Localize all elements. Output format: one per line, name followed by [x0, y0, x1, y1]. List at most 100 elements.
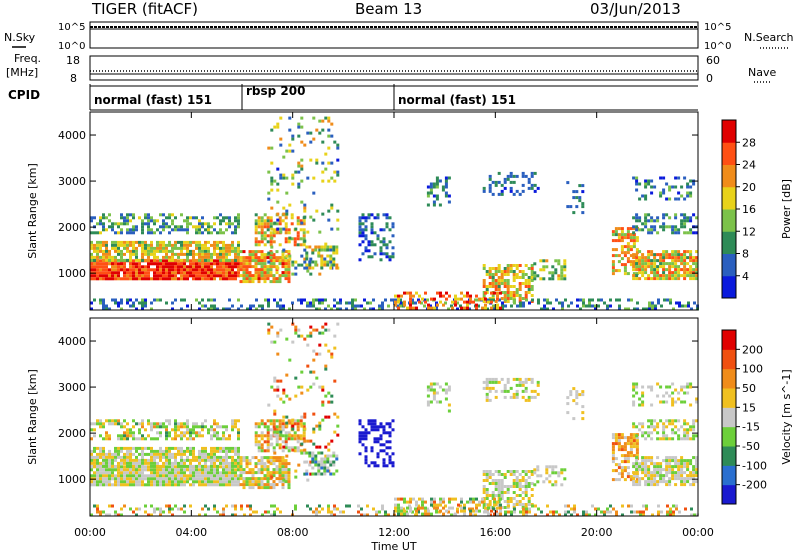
scatter-cell [111, 265, 114, 269]
scatter-cell [207, 268, 210, 272]
scatter-cell [327, 415, 331, 419]
scatter-cell [285, 424, 289, 428]
scatter-cell [484, 506, 487, 510]
scatter-cell [168, 458, 171, 462]
scatter-cell [666, 510, 669, 514]
scatter-cell [551, 471, 555, 475]
scatter-cell [284, 431, 288, 435]
scatter-cell [198, 449, 201, 453]
scatter-cell [183, 461, 186, 465]
scatter-cell [421, 506, 424, 510]
scatter-cell [632, 385, 636, 389]
scatter-cell [159, 425, 162, 429]
scatter-cell [99, 298, 102, 302]
scatter-cell [620, 466, 624, 470]
scatter-cell [528, 301, 531, 305]
scatter-cell [512, 180, 516, 184]
scatter-cell [153, 437, 156, 441]
scatter-cell [500, 506, 504, 509]
scatter-cell [305, 257, 309, 261]
scatter-cell [363, 513, 366, 517]
scatter-cell [692, 213, 696, 217]
scatter-cell [320, 254, 324, 258]
scatter-cell [272, 419, 276, 423]
scatter-cell [415, 500, 418, 504]
scatter-cell [192, 225, 195, 229]
scatter-cell [237, 216, 240, 220]
scatter-cell [102, 216, 105, 220]
scatter-cell [279, 397, 283, 401]
scatter-cell [475, 509, 478, 513]
scatter-cell [102, 455, 105, 459]
scatter-cell [695, 259, 699, 263]
scatter-cell [653, 480, 657, 484]
scatter-cell [257, 222, 261, 226]
scatter-cell [239, 259, 243, 263]
scatter-cell [284, 225, 288, 229]
scatter-cell [272, 240, 276, 244]
scatter-cell [171, 513, 174, 517]
scatter-cell [478, 503, 481, 507]
scatter-cell [234, 262, 237, 266]
scatter-cell [674, 388, 678, 392]
scatter-cell [245, 456, 249, 460]
scatter-cell [358, 258, 362, 262]
scatter-cell [639, 513, 642, 517]
scatter-cell [683, 477, 687, 481]
scatter-cell [177, 461, 180, 465]
scatter-cell [300, 424, 304, 428]
scatter-cell [141, 222, 144, 226]
scatter-cell [260, 449, 264, 453]
scatter-cell [251, 253, 255, 257]
scatter-cell [132, 471, 135, 475]
scatter-cell [680, 259, 684, 263]
scatter-cell [111, 271, 114, 275]
scatter-cell [266, 222, 270, 226]
scatter-cell [254, 213, 258, 217]
scatter-cell [527, 288, 531, 291]
scatter-cell [327, 179, 331, 183]
scatter-cell [290, 216, 294, 220]
scatter-cell [503, 282, 507, 285]
scatter-cell [126, 428, 129, 432]
scatter-cell [234, 449, 237, 453]
scatter-cell [558, 301, 561, 305]
scatter-cell [665, 480, 669, 484]
scatter-cell [300, 125, 304, 129]
scatter-cell [150, 216, 153, 220]
scatter-cell [216, 474, 219, 478]
scatter-cell [263, 274, 267, 278]
scatter-cell [225, 455, 228, 459]
scatter-cell [581, 417, 585, 421]
scatter-cell [686, 480, 690, 484]
scatter-cell [90, 468, 93, 472]
scatter-cell [611, 230, 615, 234]
scatter-cell [647, 228, 651, 232]
scatter-cell [102, 213, 105, 217]
scatter-cell [689, 250, 693, 254]
scatter-cell [141, 455, 144, 459]
scatter-cell [198, 455, 201, 459]
scatter-cell [394, 300, 397, 304]
scatter-cell [533, 483, 537, 487]
scatter-cell [281, 471, 285, 475]
scatter-cell [426, 185, 430, 189]
scatter-cell [254, 240, 258, 244]
scatter-cell [327, 448, 331, 452]
scatter-cell [318, 385, 322, 389]
noise-panel: 10^5 10^0 10^5 10^0 [58, 21, 731, 52]
scatter-cell [521, 380, 525, 384]
scatter-cell [521, 171, 525, 175]
scatter-cell [279, 304, 282, 308]
scatter-cell [114, 458, 117, 462]
scatter-cell [415, 291, 418, 295]
scatter-cell [93, 474, 96, 478]
scatter-cell [491, 380, 495, 384]
scatter-cell [329, 248, 333, 252]
scatter-cell [496, 303, 499, 307]
scatter-cell [447, 176, 451, 180]
scatter-cell [129, 274, 132, 278]
scatter-cell [582, 298, 585, 302]
scatter-cell [260, 222, 264, 226]
scatter-cell [665, 213, 669, 217]
